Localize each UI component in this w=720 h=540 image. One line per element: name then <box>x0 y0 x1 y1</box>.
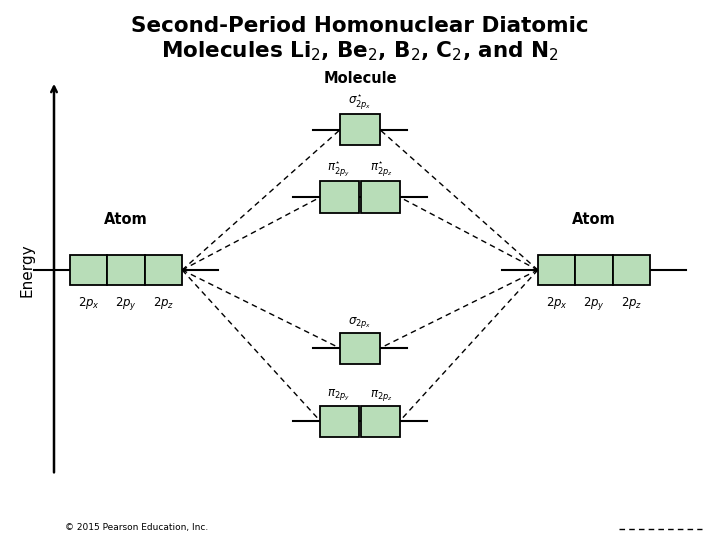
Text: $2p_x$: $2p_x$ <box>78 295 99 311</box>
Text: Molecules Li$_2$, Be$_2$, B$_2$, C$_2$, and N$_2$: Molecules Li$_2$, Be$_2$, B$_2$, C$_2$, … <box>161 39 559 63</box>
Text: $2p_z$: $2p_z$ <box>153 295 174 311</box>
Bar <box>575 255 613 285</box>
Text: $\sigma^{\!\star}_{2p_x}$: $\sigma^{\!\star}_{2p_x}$ <box>348 92 372 112</box>
Bar <box>340 114 380 145</box>
Text: $\pi^{\!\star}_{2p_y}$: $\pi^{\!\star}_{2p_y}$ <box>327 160 350 179</box>
Bar <box>145 255 182 285</box>
Bar <box>107 255 145 285</box>
Text: $\pi_{2p_z}$: $\pi_{2p_z}$ <box>371 388 393 403</box>
Bar <box>361 181 400 213</box>
Text: $2p_x$: $2p_x$ <box>546 295 567 311</box>
Bar <box>320 181 359 213</box>
Text: $2p_y$: $2p_y$ <box>115 295 137 312</box>
Text: © 2015 Pearson Education, Inc.: © 2015 Pearson Education, Inc. <box>65 523 208 532</box>
Text: $\pi^{\!\star}_{2p_z}$: $\pi^{\!\star}_{2p_z}$ <box>371 160 393 179</box>
Text: $2p_z$: $2p_z$ <box>621 295 642 311</box>
Bar <box>538 255 575 285</box>
Text: Atom: Atom <box>104 212 148 227</box>
Bar <box>361 406 400 437</box>
Bar <box>613 255 650 285</box>
Text: Atom: Atom <box>572 212 616 227</box>
Bar <box>70 255 107 285</box>
Text: $2p_y$: $2p_y$ <box>583 295 605 312</box>
Text: Second-Period Homonuclear Diatomic: Second-Period Homonuclear Diatomic <box>131 16 589 36</box>
Text: Energy: Energy <box>20 243 35 297</box>
Bar <box>320 406 359 437</box>
Text: Molecule: Molecule <box>323 71 397 86</box>
Bar <box>340 333 380 364</box>
Text: $\sigma_{2p_x}$: $\sigma_{2p_x}$ <box>348 315 372 330</box>
Text: $\pi_{2p_y}$: $\pi_{2p_y}$ <box>327 388 350 403</box>
